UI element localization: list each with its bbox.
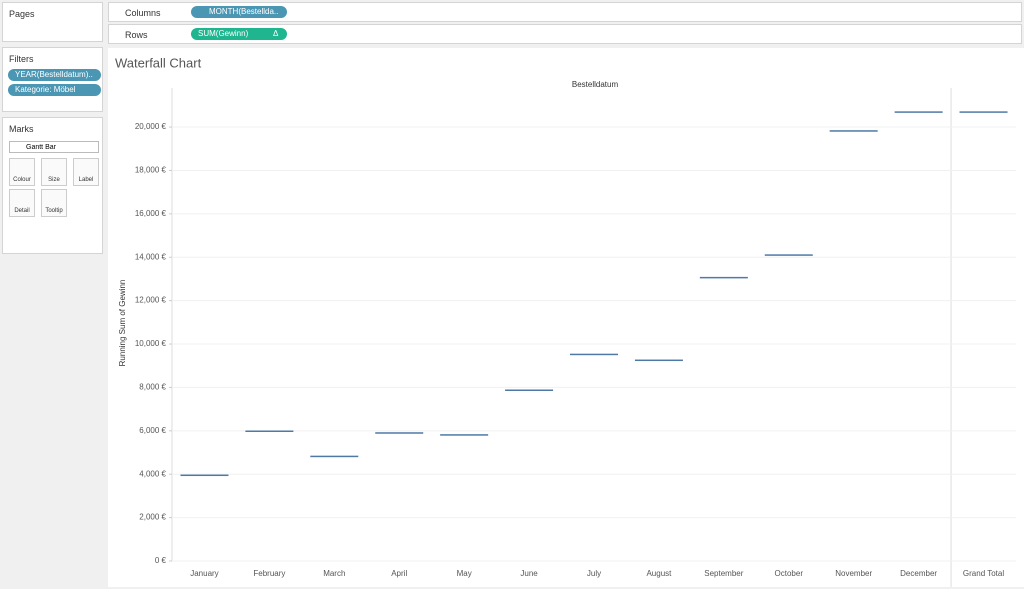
gantt-bar [375, 432, 424, 434]
chart: Waterfall Chart Bestelldatum Running Sum… [108, 48, 1024, 587]
shelf-label: Rows [125, 30, 148, 40]
mark-button[interactable]: Detail [9, 189, 35, 217]
x-tick-label: November [835, 569, 872, 578]
mark-type-dropdown[interactable]: Gantt Bar [9, 141, 99, 153]
rows-shelf: Rows SUM(Gewinn) Δ [108, 24, 1022, 44]
gantt-bar [894, 111, 943, 113]
x-tick-label: March [323, 569, 345, 578]
marks-panel: Marks Gantt Bar Colour Size Label Detail… [2, 117, 103, 254]
gantt-bar [699, 276, 748, 279]
y-tick-label: 8,000 € [139, 383, 166, 392]
gantt-bar [634, 359, 683, 362]
y-tick-label: 14,000 € [135, 252, 167, 261]
gantt-bar [505, 389, 554, 391]
y-tick-label: 2,000 € [139, 513, 166, 522]
chart-title: Waterfall Chart [115, 55, 202, 70]
columns-shelf: Columns MONTH(Bestellda.. [108, 2, 1022, 22]
x-tick-label: Grand Total [963, 569, 1004, 578]
panel-title: Marks [9, 124, 34, 134]
filter-pill[interactable]: YEAR(Bestelldatum).. [8, 69, 101, 81]
x-tick-label: December [900, 569, 937, 578]
y-tick-label: 20,000 € [135, 122, 167, 131]
x-tick-label: February [253, 569, 285, 578]
gantt-bar [440, 434, 489, 436]
column-pill[interactable]: MONTH(Bestellda.. [191, 6, 287, 18]
y-tick-label: 12,000 € [135, 296, 167, 305]
gantt-bar [310, 455, 359, 458]
x-tick-label: June [520, 569, 538, 578]
gantt-bar [829, 130, 878, 132]
mark-button[interactable]: Colour [9, 158, 35, 186]
row-pill-icon: Δ [273, 29, 279, 38]
panel-title: Pages [9, 9, 35, 19]
mark-button[interactable]: Tooltip [41, 189, 67, 217]
gantt-bar [764, 254, 813, 256]
x-tick-label: September [704, 569, 743, 578]
shelf-label: Columns [125, 8, 161, 18]
x-tick-label: October [775, 569, 804, 578]
row-pill[interactable]: SUM(Gewinn) [191, 28, 287, 40]
x-tick-label: August [646, 569, 672, 578]
filter-pill[interactable]: Kategorie: Möbel [8, 84, 101, 96]
y-axis-label: Running Sum of Gewinn [118, 280, 127, 367]
x-header: Bestelldatum [572, 80, 619, 89]
gantt-bar [245, 430, 294, 433]
y-tick-label: 10,000 € [135, 339, 167, 348]
x-tick-label: May [457, 569, 472, 578]
x-tick-label: January [190, 569, 218, 578]
y-tick-label: 6,000 € [139, 426, 166, 435]
gantt-bar [959, 111, 1008, 113]
y-tick-label: 0 € [155, 556, 167, 565]
pages-panel: Pages [2, 2, 103, 42]
filters-panel: Filters YEAR(Bestelldatum).. Kategorie: … [2, 47, 103, 112]
y-tick-label: 18,000 € [135, 166, 167, 175]
x-tick-label: July [587, 569, 601, 578]
mark-button[interactable]: Label [73, 158, 99, 186]
panel-title: Filters [9, 54, 34, 64]
y-tick-label: 16,000 € [135, 209, 167, 218]
gantt-bar [570, 353, 618, 356]
y-tick-label: 4,000 € [139, 469, 166, 478]
gantt-bar [180, 474, 229, 477]
mark-button[interactable]: Size [41, 158, 67, 186]
x-tick-label: April [391, 569, 407, 578]
